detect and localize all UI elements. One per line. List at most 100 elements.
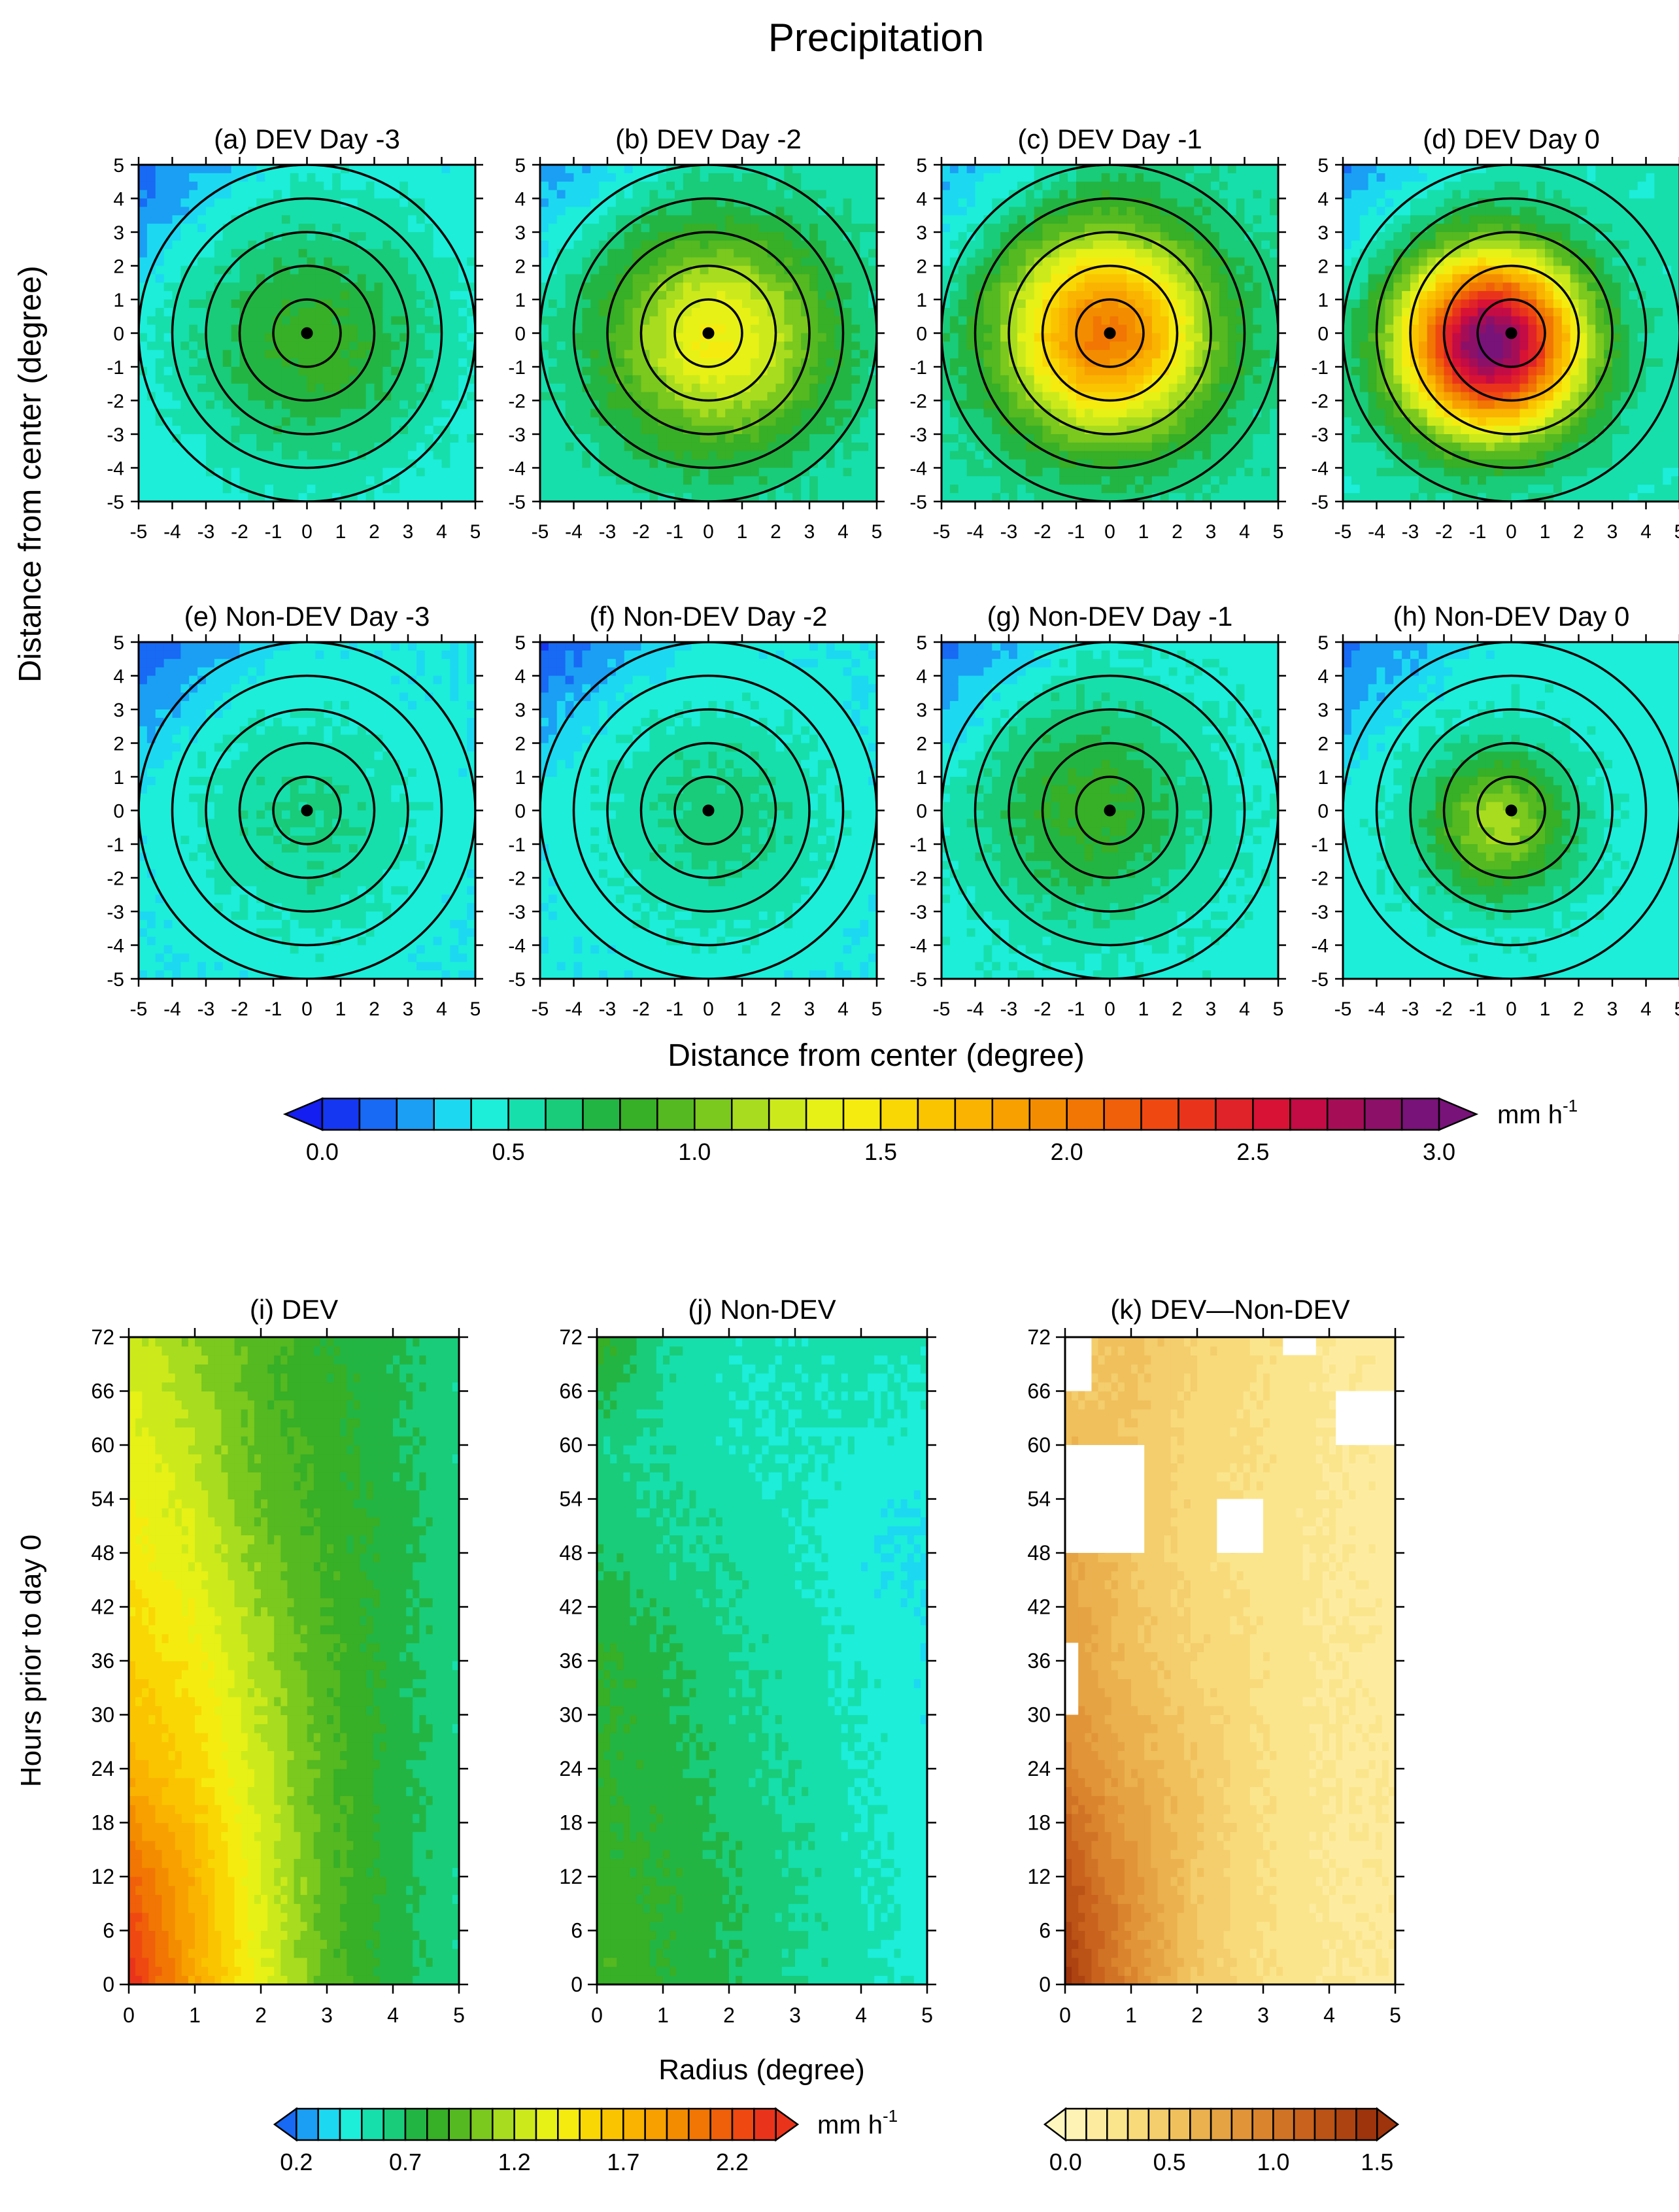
precip-cell [742, 451, 751, 460]
precip-cell [708, 307, 717, 317]
precip-cell [966, 434, 976, 443]
precip-cell [433, 265, 443, 275]
precip-cell [624, 451, 634, 460]
precip-cell [941, 434, 951, 443]
precip-cell [256, 367, 265, 376]
precip-cell [666, 207, 675, 216]
precip-cell [975, 265, 984, 275]
precip-cell [1177, 426, 1186, 435]
precip-cell [949, 341, 959, 350]
precip-cell [315, 173, 324, 182]
precip-cell [775, 316, 785, 326]
precip-cell [1261, 485, 1270, 494]
precip-cell [1000, 468, 1009, 477]
precip-cell [433, 426, 443, 435]
precip-cell [214, 451, 224, 460]
precip-cell [843, 274, 852, 283]
precip-cell [556, 316, 566, 326]
precip-cell [1202, 409, 1212, 418]
precip-cell [197, 265, 207, 275]
precip-cell [408, 400, 417, 409]
precip-cell [231, 476, 241, 485]
precip-cell [992, 485, 1001, 494]
precip-cell [742, 476, 751, 485]
precip-cell [1253, 459, 1262, 469]
precip-cell [139, 324, 148, 334]
precip-cell [565, 198, 575, 207]
precip-cell [1059, 215, 1068, 224]
precip-cell [441, 468, 450, 477]
precip-cell [1253, 299, 1262, 309]
precip-cell [1168, 282, 1178, 292]
precip-cell [450, 198, 459, 207]
precip-cell [239, 324, 248, 334]
precip-cell [1000, 451, 1009, 460]
precip-cell [458, 451, 467, 460]
precip-cell [441, 224, 450, 233]
precip-cell [775, 181, 785, 191]
precip-cell [1059, 265, 1068, 275]
precip-cell [139, 434, 148, 443]
precip-cell [1068, 265, 1077, 275]
precip-cell [324, 316, 333, 326]
x-tick-label: 4 [436, 521, 447, 543]
precip-cell [273, 367, 282, 376]
precip-cell [256, 299, 265, 309]
precip-cell [975, 409, 984, 418]
precip-cell [582, 426, 591, 435]
precip-cell [1101, 434, 1111, 443]
precip-cell [1144, 451, 1153, 460]
precip-cell [467, 400, 475, 409]
precip-cell [1253, 333, 1262, 342]
precip-cell [163, 485, 173, 494]
precip-cell [348, 274, 358, 283]
precip-cell [809, 173, 819, 182]
precip-cell [348, 324, 358, 334]
precip-cell [146, 299, 156, 309]
precip-cell [441, 198, 450, 207]
precip-cell [548, 451, 558, 460]
precip-cell [540, 324, 549, 334]
precip-cell [1211, 215, 1220, 224]
precip-cell [775, 274, 785, 283]
precip-cell [624, 257, 634, 267]
precip-cell [222, 358, 232, 367]
precip-cell [675, 181, 684, 191]
precip-cell [573, 451, 583, 460]
y-tick-label: -4 [107, 458, 124, 480]
precip-cell [450, 485, 459, 494]
precip-cell [649, 341, 658, 350]
precip-cell [834, 451, 844, 460]
precip-cell [658, 291, 667, 300]
precip-cell [1017, 265, 1026, 275]
precip-cell [607, 248, 617, 258]
precip-cell [424, 198, 434, 207]
precip-cell [1051, 307, 1060, 317]
x-tick-label: -1 [666, 521, 684, 543]
precip-cell [155, 451, 165, 460]
precip-cell [742, 215, 751, 224]
precip-cell [1034, 224, 1043, 233]
precip-cell [281, 291, 291, 300]
precip-cell [307, 476, 316, 485]
precip-cell [416, 299, 426, 309]
precip-cell [1168, 392, 1178, 401]
precip-cell [248, 459, 257, 469]
precip-cell [599, 333, 608, 342]
precip-cell [1185, 468, 1195, 477]
precip-cell [146, 485, 156, 494]
precip-cell [1185, 400, 1195, 409]
precip-cell [172, 409, 181, 418]
precip-cell [180, 493, 190, 502]
precip-cell [826, 316, 836, 326]
precip-cell [843, 451, 852, 460]
precip-cell [691, 485, 701, 494]
precip-cell [1144, 468, 1153, 477]
precip-cell [983, 257, 992, 267]
precip-cell [391, 307, 400, 317]
precip-cell [1151, 316, 1161, 326]
precip-cell [1135, 181, 1144, 191]
precip-cell [1059, 291, 1068, 300]
precip-cell [975, 400, 984, 409]
precip-cell [949, 291, 959, 300]
